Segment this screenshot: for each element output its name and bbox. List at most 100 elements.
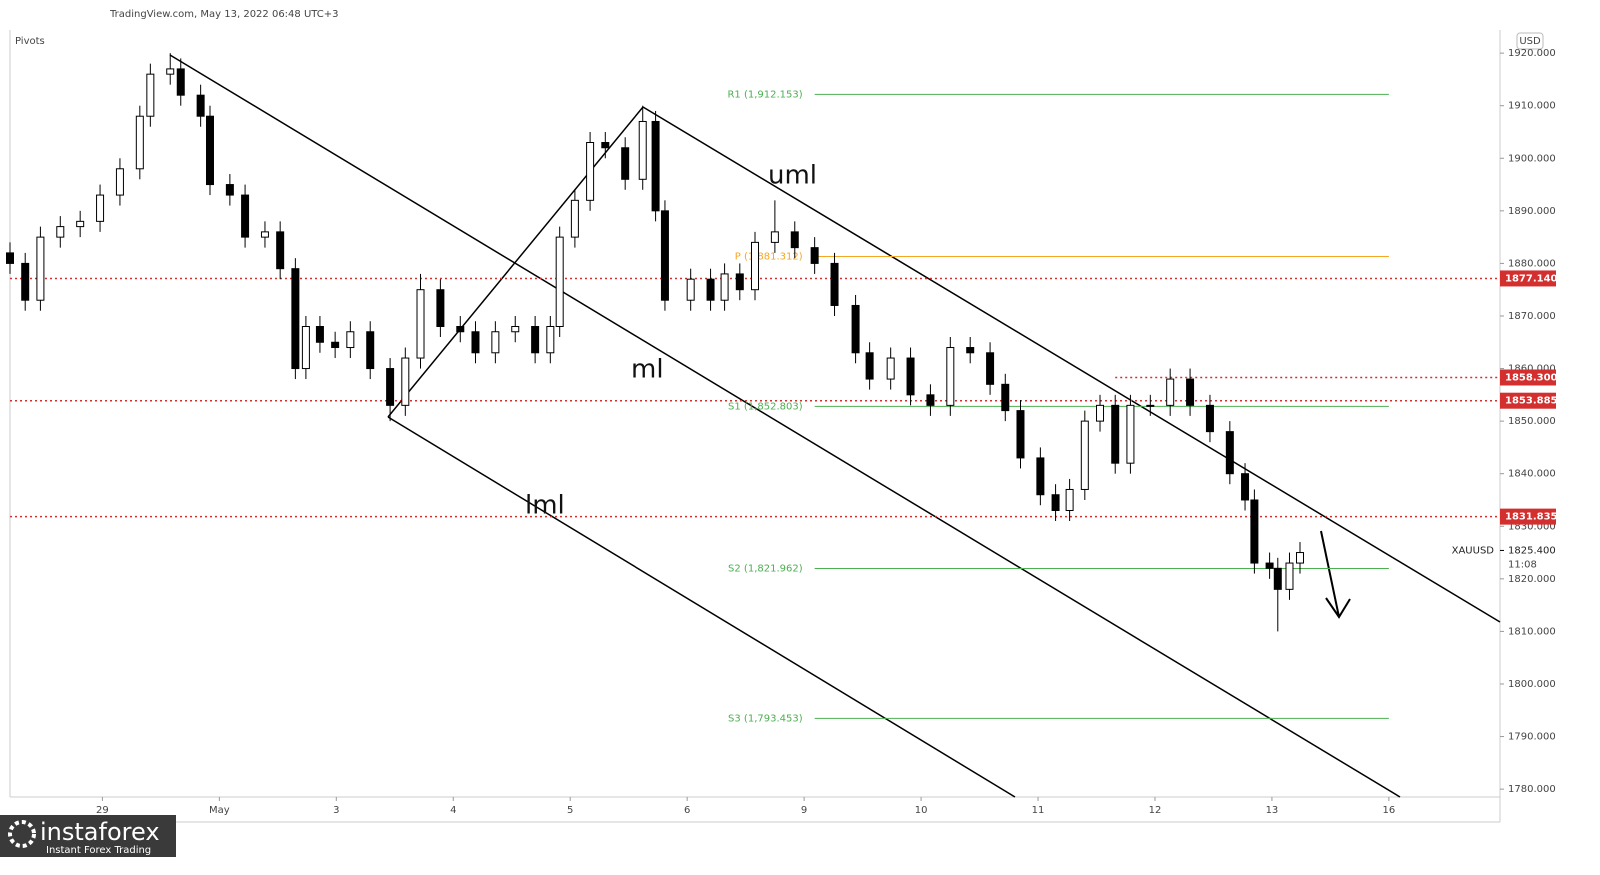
y-tick-label: 1860.000 bbox=[1508, 364, 1556, 375]
candle-body bbox=[1241, 473, 1250, 501]
candle-body bbox=[96, 194, 105, 222]
candle-body bbox=[260, 231, 269, 238]
watermark-tagline: Instant Forex Trading bbox=[46, 845, 151, 856]
candle-body bbox=[926, 394, 935, 406]
candle-body bbox=[21, 262, 30, 301]
median-line bbox=[169, 54, 1401, 798]
upper-median-line bbox=[642, 106, 1501, 623]
candle-body bbox=[491, 331, 500, 354]
candle-body bbox=[586, 142, 595, 201]
candle-body bbox=[436, 289, 445, 327]
countdown: 11:08 bbox=[1508, 559, 1537, 570]
level-box bbox=[1500, 369, 1556, 386]
arrow-head bbox=[1325, 597, 1351, 619]
header: TradingView.com, May 13, 2022 06:48 UTC+… bbox=[109, 9, 339, 20]
candle-body bbox=[986, 352, 995, 385]
x-tick-label: 11 bbox=[1032, 805, 1045, 816]
x-tick-label: 5 bbox=[567, 805, 573, 816]
candle-body bbox=[735, 273, 744, 291]
candle-body bbox=[1296, 552, 1305, 564]
y-tick-label: 1810.000 bbox=[1508, 626, 1556, 637]
candle-body bbox=[276, 231, 285, 270]
watermark-box bbox=[0, 815, 176, 857]
candle-body bbox=[1225, 431, 1234, 475]
candle-body bbox=[1285, 562, 1294, 590]
candle-body bbox=[315, 325, 324, 343]
candle-body bbox=[706, 278, 715, 301]
candle-body bbox=[686, 278, 695, 301]
x-tick-label: 12 bbox=[1149, 805, 1162, 816]
arrow bbox=[1320, 530, 1351, 619]
currency: USD bbox=[1519, 36, 1541, 47]
currency-box bbox=[1516, 32, 1544, 50]
level-box bbox=[1500, 508, 1556, 525]
pitchfork-handle bbox=[387, 106, 644, 418]
candle-body bbox=[1051, 494, 1060, 511]
symbol-label: XAUUSD bbox=[1452, 545, 1495, 556]
candle-body bbox=[176, 68, 185, 96]
candle-body bbox=[638, 120, 647, 180]
candle-body bbox=[810, 247, 819, 264]
pivot-label: S2 (1,821.962) bbox=[728, 564, 803, 575]
candle-body bbox=[56, 226, 65, 238]
watermark: instaforex Instant Forex Trading bbox=[0, 815, 176, 857]
candle-body bbox=[135, 115, 144, 170]
watermark-brand: instaforex bbox=[40, 818, 160, 846]
candle-body bbox=[225, 184, 234, 196]
candle-body bbox=[1036, 457, 1045, 496]
candle-body bbox=[166, 68, 175, 75]
candle-body bbox=[76, 220, 85, 228]
pivot-label: S1 (1,852.803) bbox=[728, 401, 803, 412]
pivot-label: S3 (1,793.453) bbox=[728, 713, 803, 724]
x-tick-label: 13 bbox=[1266, 805, 1279, 816]
pivot-label: R1 (1,912.153) bbox=[727, 89, 802, 100]
candle-body bbox=[1146, 404, 1155, 407]
candle-body bbox=[1273, 567, 1282, 590]
pivot-label: P (1,881.312) bbox=[735, 252, 803, 263]
candle-body bbox=[830, 262, 839, 306]
y-tick-label: 1880.000 bbox=[1508, 258, 1556, 269]
y-tick-label: 1830.000 bbox=[1508, 521, 1556, 532]
level-box bbox=[1500, 270, 1556, 287]
candle-body bbox=[511, 325, 520, 333]
last-price-label: 1825.400 bbox=[1508, 545, 1556, 556]
candle-body bbox=[456, 325, 465, 333]
candle-body bbox=[966, 347, 975, 354]
candle-body bbox=[471, 331, 480, 354]
level-box bbox=[1500, 392, 1556, 409]
candle-body bbox=[851, 304, 860, 354]
candle-body bbox=[1111, 404, 1120, 464]
candle-body bbox=[36, 236, 45, 301]
x-tick-label: 16 bbox=[1383, 805, 1396, 816]
x-tick-label: 6 bbox=[684, 805, 690, 816]
x-tick-label: 29 bbox=[96, 805, 109, 816]
pitchfork bbox=[169, 54, 1501, 798]
arrow-shaft bbox=[1320, 530, 1340, 618]
candle-body bbox=[621, 147, 630, 180]
candle-body bbox=[1016, 410, 1025, 459]
candle-body bbox=[720, 273, 729, 301]
y-tick-label: 1820.000 bbox=[1508, 574, 1556, 585]
candle-body bbox=[660, 210, 669, 301]
y-tick-label: 1890.000 bbox=[1508, 206, 1556, 217]
candle-body bbox=[146, 73, 155, 117]
candle-body bbox=[651, 120, 660, 212]
x-tick-label: 4 bbox=[450, 805, 456, 816]
candle-body bbox=[1205, 404, 1214, 433]
candle-body bbox=[241, 194, 250, 238]
candle-body bbox=[301, 325, 310, 370]
level-label: 1853.885 bbox=[1505, 396, 1558, 407]
candle-body bbox=[770, 231, 779, 243]
y-tick-label: 1870.000 bbox=[1508, 311, 1556, 322]
candle-body bbox=[386, 368, 395, 406]
candle-body bbox=[555, 236, 564, 327]
candle-body bbox=[331, 341, 340, 349]
y-tick-label: 1780.000 bbox=[1508, 784, 1556, 795]
level-label: 1831.835 bbox=[1505, 512, 1558, 523]
candle-body bbox=[1065, 488, 1074, 511]
candle-body bbox=[946, 347, 955, 406]
annotation: lml bbox=[525, 491, 565, 521]
candle-body bbox=[601, 142, 610, 149]
